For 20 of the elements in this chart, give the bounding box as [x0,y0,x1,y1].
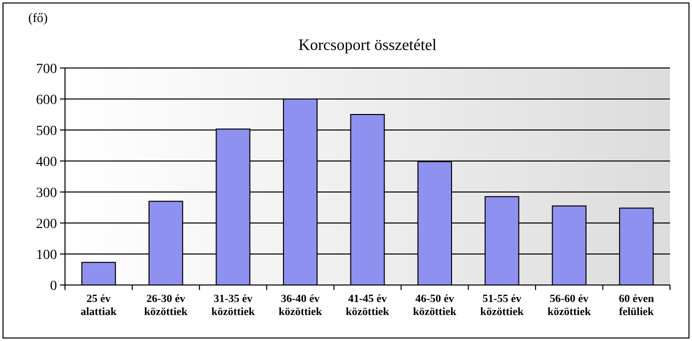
y-axis-title: (fő) [28,10,48,25]
y-tick-label: 600 [36,92,57,108]
y-tick-label: 200 [36,216,57,232]
x-tick-label: 60 éven felüliek [618,293,655,318]
x-tick-label: 56-60 év közöttiek [547,293,592,318]
x-tick-label: 31-35 év közöttiek [211,293,256,318]
chart-title: Korcsoport összetétel [298,37,438,54]
y-tick-label: 300 [36,186,57,201]
x-tick-label: 25 év alattiak [80,293,118,318]
x-tick-label: 46-50 év közöttiek [413,293,458,318]
y-tick-label: 400 [36,154,57,170]
x-tick-label: 51-55 év közöttiek [480,293,525,318]
bar [81,262,116,286]
y-tick-label: 100 [36,248,57,263]
y-tick-label: 0 [50,278,57,294]
x-tick-label: 41-45 év közöttiek [346,293,390,318]
x-tick-label: 36-40 év közöttiek [278,293,323,318]
y-tick-label: 700 [36,62,57,77]
y-tick-label: 500 [36,124,57,139]
x-tick-label: 26-30 év közöttiek [144,293,188,318]
